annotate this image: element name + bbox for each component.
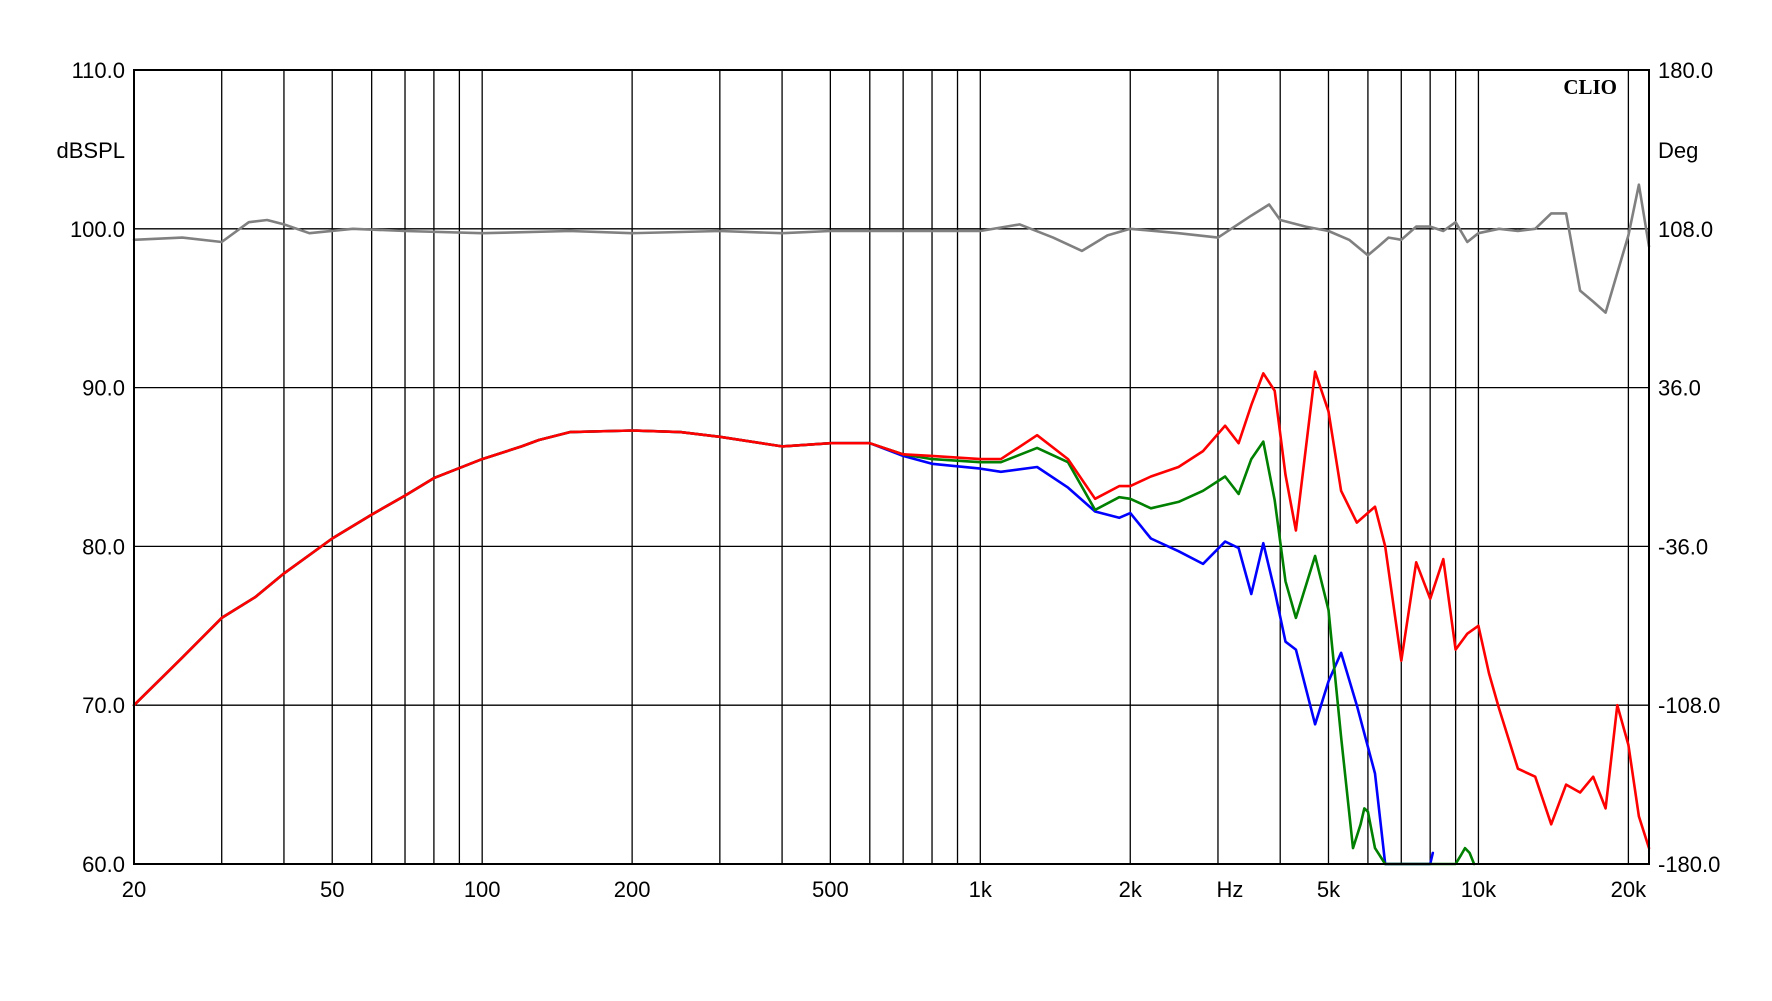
plot-frame xyxy=(133,69,1650,865)
y-tick-label-left: 70.0 xyxy=(82,693,125,718)
x-tick-label: 200 xyxy=(614,877,651,902)
y-tick-label-left: 90.0 xyxy=(82,376,125,401)
y-axis-label-right: Deg xyxy=(1658,138,1698,163)
x-tick-label: 100 xyxy=(464,877,501,902)
y-tick-label-right: 108.0 xyxy=(1658,217,1713,242)
x-tick-label: 20 xyxy=(122,877,146,902)
brand-label: CLIO xyxy=(1563,75,1617,99)
x-axis-label: Hz xyxy=(1217,877,1244,902)
y-tick-label-right: -180.0 xyxy=(1658,852,1720,877)
x-tick-label: 5k xyxy=(1317,877,1341,902)
series-line-3 xyxy=(132,429,1476,866)
y-tick-label-left: 100.0 xyxy=(70,217,125,242)
y-axis-label-left: dBSPL xyxy=(57,138,126,163)
x-tick-label: 20k xyxy=(1611,877,1647,902)
y-tick-label-left: 80.0 xyxy=(82,534,125,559)
y-tick-label-left: 60.0 xyxy=(82,852,125,877)
y-tick-label-right: 36.0 xyxy=(1658,376,1701,401)
x-tick-label: 50 xyxy=(320,877,344,902)
series-line-1 xyxy=(132,183,1651,314)
x-tick-label: 2k xyxy=(1119,877,1143,902)
plot-grid xyxy=(133,69,1649,865)
y-tick-label-right: -36.0 xyxy=(1658,534,1708,559)
series-line-4 xyxy=(132,370,1651,850)
series-line-2 xyxy=(132,429,1435,866)
plot-curves xyxy=(132,183,1651,866)
tick-labels: 20 50 100 200 500 1k 2k 5k 10k 20k 60.0 70.0 80.0 90.… xyxy=(70,58,1720,902)
y-tick-label-left: 110.0 xyxy=(72,58,125,83)
x-tick-label: 500 xyxy=(812,877,849,902)
y-tick-label-right: -108.0 xyxy=(1658,693,1720,718)
x-tick-label: 10k xyxy=(1461,877,1497,902)
y-tick-label-right: 180.0 xyxy=(1658,58,1713,83)
x-tick-label: 1k xyxy=(969,877,993,902)
